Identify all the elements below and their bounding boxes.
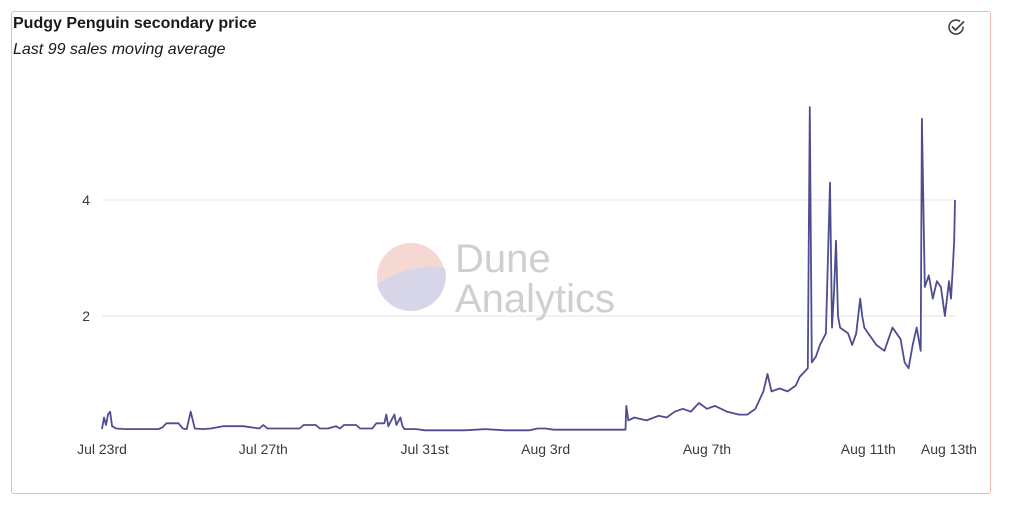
x-tick-label: Jul 23rd [77,441,127,457]
x-tick-label: Aug 13th [921,441,977,457]
chart-title: Pudgy Penguin secondary price [13,15,257,32]
x-tick-label: Aug 11th [841,441,896,457]
series-line [101,106,956,432]
y-axis-ticks: 24 [82,192,90,324]
verified-check-icon[interactable] [946,17,966,37]
watermark-analytics: Analytics [455,277,615,321]
y-tick-label: 2 [82,308,90,324]
watermark-dune: Dune [455,237,551,281]
chart-subtitle: Last 99 sales moving average [13,41,226,58]
series-layer [101,106,956,432]
x-axis-ticks: Jul 23rd Jul 27th Jul 31st Aug 3rd Aug 7th Au… [77,441,977,457]
x-tick-label: Aug 7th [683,441,731,457]
x-tick-label: Aug 3rd [521,441,570,457]
dune-analytics-watermark: Dune Analytics [377,237,615,321]
x-tick-label: Jul 27th [239,441,288,457]
y-tick-label: 4 [82,192,90,208]
x-tick-label: Jul 31st [401,441,449,457]
grid-lines [102,199,955,317]
